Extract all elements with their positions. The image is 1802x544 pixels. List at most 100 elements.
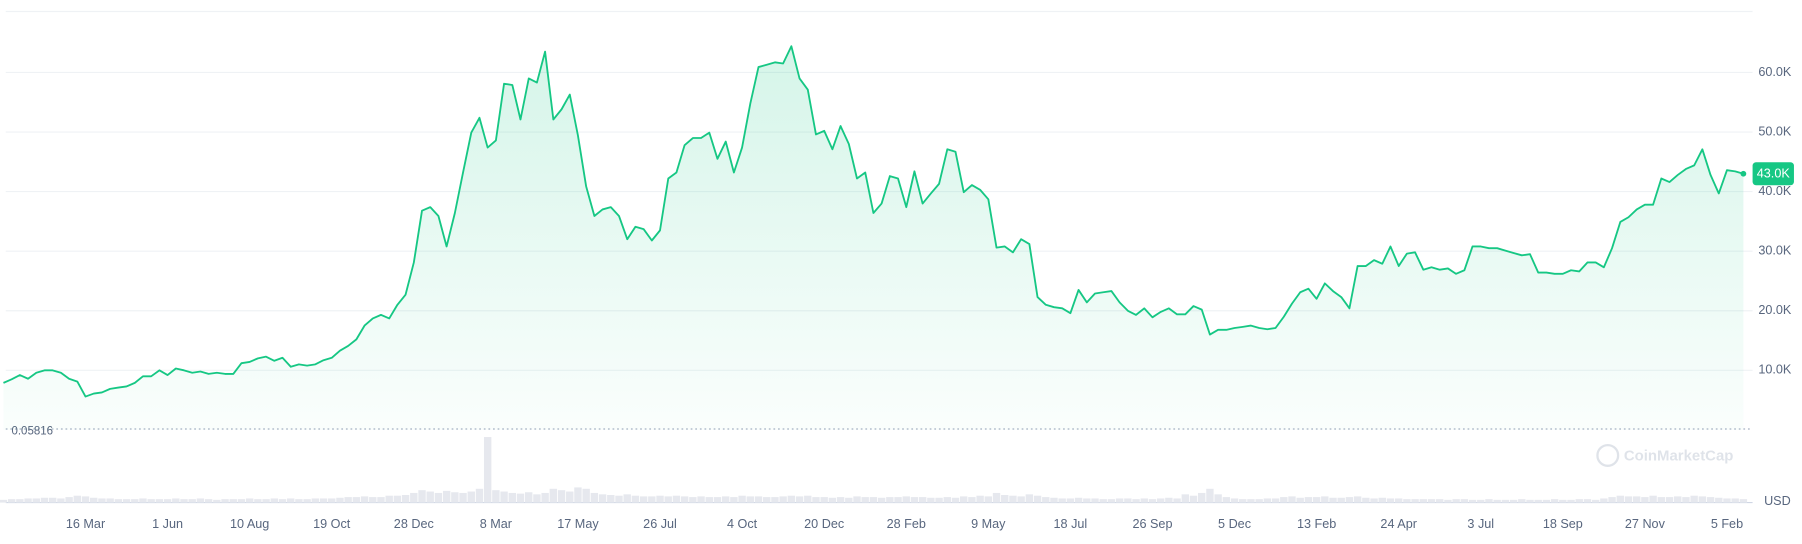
volume-bar — [369, 497, 377, 503]
volume-bar — [664, 496, 672, 503]
volume-bar — [32, 498, 40, 503]
volume-bar — [680, 496, 689, 503]
volume-bar — [303, 499, 311, 503]
volume-bar — [968, 497, 976, 503]
volume-bar — [1198, 492, 1206, 503]
x-tick-label: 16 Mar — [66, 517, 105, 531]
y-tick-label: 60.0K — [1758, 65, 1792, 79]
volume-bar — [1715, 497, 1723, 503]
volume-bar — [352, 497, 361, 503]
volume-bar — [754, 496, 763, 503]
volume-bar — [1501, 499, 1510, 503]
volume-bar — [377, 497, 385, 503]
y-tick-label: 10.0K — [1758, 363, 1792, 377]
volume-bar — [196, 498, 205, 503]
volume-bar — [1099, 499, 1107, 503]
volume-bar — [1271, 498, 1280, 503]
volume-bar — [336, 497, 344, 503]
volume-bar — [1165, 497, 1173, 503]
x-tick-label: 20 Dec — [804, 517, 844, 531]
volume-bar — [1591, 499, 1600, 503]
x-tick-label: 4 Oct — [727, 517, 758, 531]
volume-bar — [245, 498, 254, 503]
volume-bar — [648, 496, 656, 503]
volume-bar — [1337, 497, 1345, 503]
volume-bar — [828, 497, 837, 503]
volume-bar — [1674, 496, 1682, 503]
volume-bar — [910, 497, 919, 503]
volume-bar — [771, 497, 779, 503]
volume-bar — [1575, 499, 1583, 503]
volume-bar — [1698, 496, 1707, 503]
volume-bar — [139, 498, 147, 503]
volume-bar — [1567, 499, 1575, 503]
volume-bar — [1321, 496, 1329, 503]
x-tick-label: 26 Jul — [643, 517, 677, 531]
y-tick-label: 50.0K — [1758, 124, 1792, 138]
volume-bar — [0, 499, 8, 503]
volume-bar — [960, 496, 968, 503]
volume-bar — [1296, 497, 1304, 503]
volume-bar — [1608, 497, 1616, 503]
volume-bar — [40, 497, 49, 503]
volume-bar — [1083, 498, 1091, 503]
volume-bar — [1419, 499, 1427, 503]
volume-bar — [615, 495, 623, 503]
volume-bar — [65, 497, 73, 503]
volume-bar — [1526, 499, 1534, 503]
volume-bar — [1403, 499, 1411, 503]
volume-bar — [1723, 498, 1731, 503]
volume-bar — [1739, 499, 1748, 503]
volume-bar — [1452, 499, 1460, 503]
volume-bar — [721, 496, 730, 503]
volume-bar — [1616, 495, 1624, 503]
x-tick-label: 18 Jul — [1054, 517, 1088, 531]
volume-bar — [861, 497, 869, 503]
volume-bar — [656, 495, 664, 503]
y-tick-label: 30.0K — [1758, 244, 1792, 258]
volume-bar — [574, 487, 582, 503]
x-tick-label: 1 Jun — [152, 517, 183, 531]
volume-bar — [1050, 497, 1058, 503]
volume-bar — [951, 497, 960, 503]
volume-bar — [836, 497, 845, 503]
volume-bar — [344, 497, 352, 503]
volume-bar — [1444, 499, 1452, 503]
volume-bar — [1066, 498, 1075, 503]
x-tick-label: 19 Oct — [313, 517, 351, 531]
volume-bar — [57, 498, 65, 503]
watermark: CoinMarketCap — [1596, 443, 1733, 467]
watermark-logo — [1596, 443, 1620, 467]
volume-bar — [1690, 495, 1698, 503]
volume-bar — [763, 497, 771, 503]
volume-bar — [1436, 499, 1444, 503]
volume-bar — [1345, 497, 1354, 503]
volume-bar — [1263, 498, 1272, 503]
volume-bar — [451, 492, 459, 503]
volume-bar — [385, 495, 393, 503]
volume-bar — [295, 499, 303, 503]
volume-bar — [1477, 499, 1485, 503]
volume-bar — [131, 499, 139, 503]
volume-bar — [1148, 499, 1157, 503]
volume-bar — [590, 492, 599, 503]
volume-bar — [1386, 498, 1395, 503]
volume-bar — [1600, 498, 1608, 503]
volume-bar — [1017, 496, 1025, 503]
volume-bar — [1731, 498, 1739, 503]
x-tick-label: 10 Aug — [230, 517, 269, 531]
volume-bar — [1312, 497, 1321, 503]
volume-bar — [24, 498, 32, 503]
volume-bar — [1641, 497, 1649, 503]
volume-bar — [713, 497, 722, 503]
volume-bar — [1042, 497, 1050, 503]
volume-bar — [1025, 494, 1034, 503]
volume-bar — [1353, 496, 1362, 503]
volume-bar — [1156, 498, 1165, 503]
x-tick-label: 18 Sep — [1543, 517, 1583, 531]
volume-bar — [877, 497, 886, 503]
x-tick-label: 28 Dec — [394, 517, 434, 531]
volume-bar — [434, 492, 443, 503]
x-tick-label: 28 Feb — [887, 517, 926, 531]
volume-bar — [894, 497, 902, 503]
